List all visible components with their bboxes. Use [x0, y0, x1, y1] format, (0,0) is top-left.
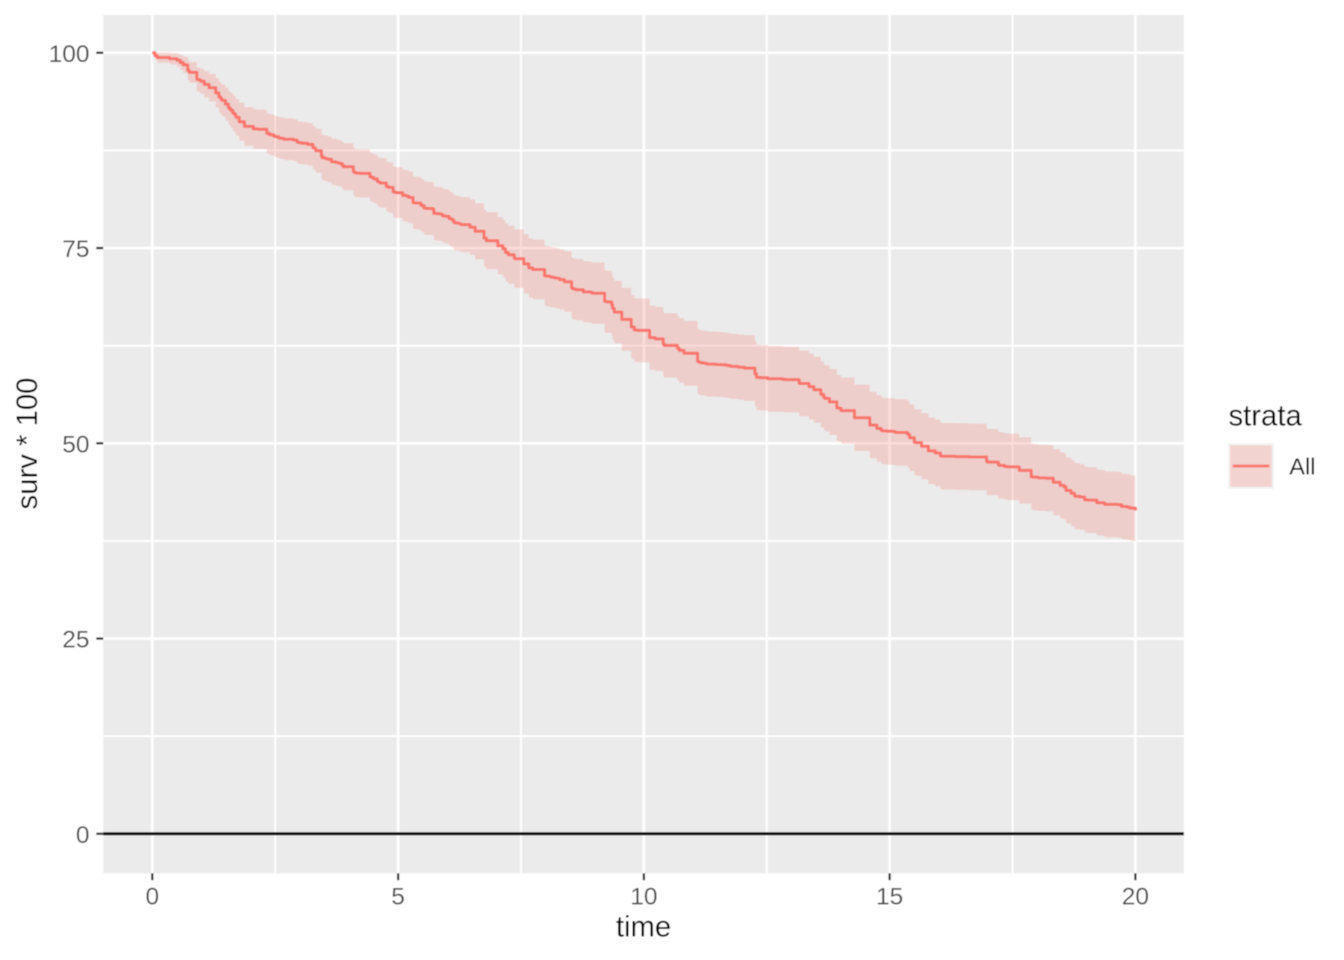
svg-text:All: All [1289, 454, 1315, 480]
svg-text:surv * 100: surv * 100 [11, 378, 44, 510]
svg-text:100: 100 [49, 41, 90, 68]
svg-text:0: 0 [145, 883, 159, 910]
svg-text:time: time [616, 910, 671, 943]
svg-text:20: 20 [1122, 883, 1149, 910]
svg-text:75: 75 [62, 236, 89, 263]
svg-text:strata: strata [1229, 400, 1303, 433]
svg-text:10: 10 [630, 883, 657, 910]
svg-text:50: 50 [62, 431, 89, 458]
svg-text:15: 15 [876, 883, 903, 910]
svg-text:0: 0 [76, 822, 90, 849]
svg-text:25: 25 [62, 627, 89, 654]
svg-text:5: 5 [391, 883, 405, 910]
